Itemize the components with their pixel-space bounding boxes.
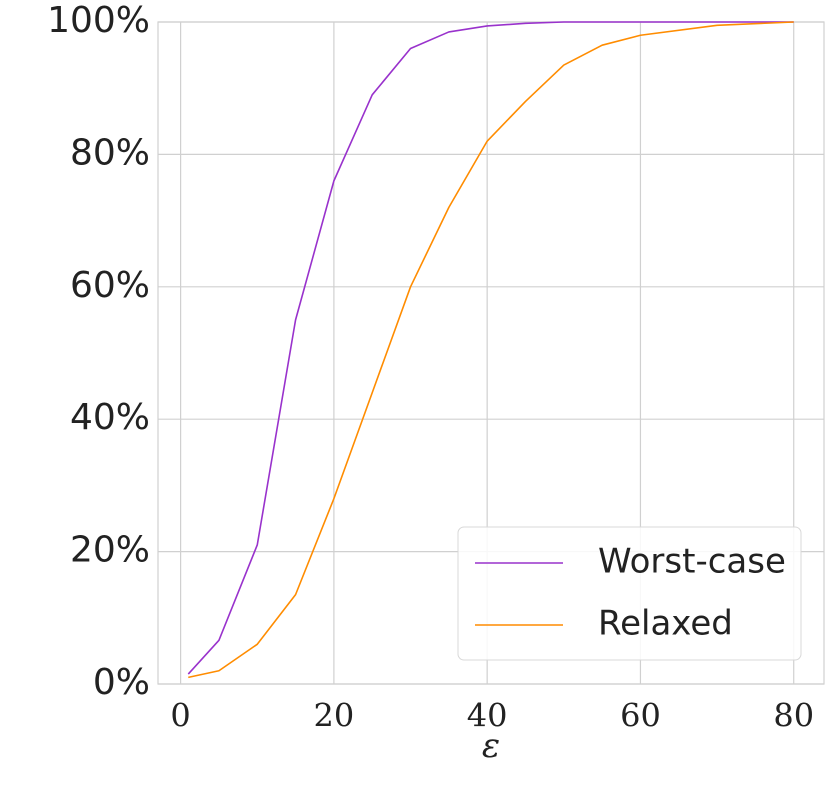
x-tick-label: 40 (467, 697, 508, 735)
x-tick-label: 20 (314, 697, 355, 735)
legend-label: Worst-case (598, 542, 786, 582)
x-tick-label: 60 (620, 697, 661, 735)
series-line (187, 21, 794, 675)
legend-box (457, 526, 802, 661)
x-axis-label: ε (482, 726, 500, 766)
y-tick-label: 20% (70, 530, 150, 571)
x-tick-label: 80 (773, 697, 814, 735)
y-tick-label: 80% (70, 132, 150, 173)
legend-label: Relaxed (598, 604, 733, 644)
y-tick-label: 100% (47, 0, 150, 41)
plot-frame (157, 21, 825, 685)
y-tick-label: 0% (93, 662, 150, 703)
y-tick-label: 60% (70, 265, 150, 306)
legend: Worst-case Relaxed (457, 526, 802, 661)
series-line (188, 21, 794, 679)
x-tick-label: 0 (170, 697, 190, 735)
y-tick-label: 40% (70, 397, 150, 438)
